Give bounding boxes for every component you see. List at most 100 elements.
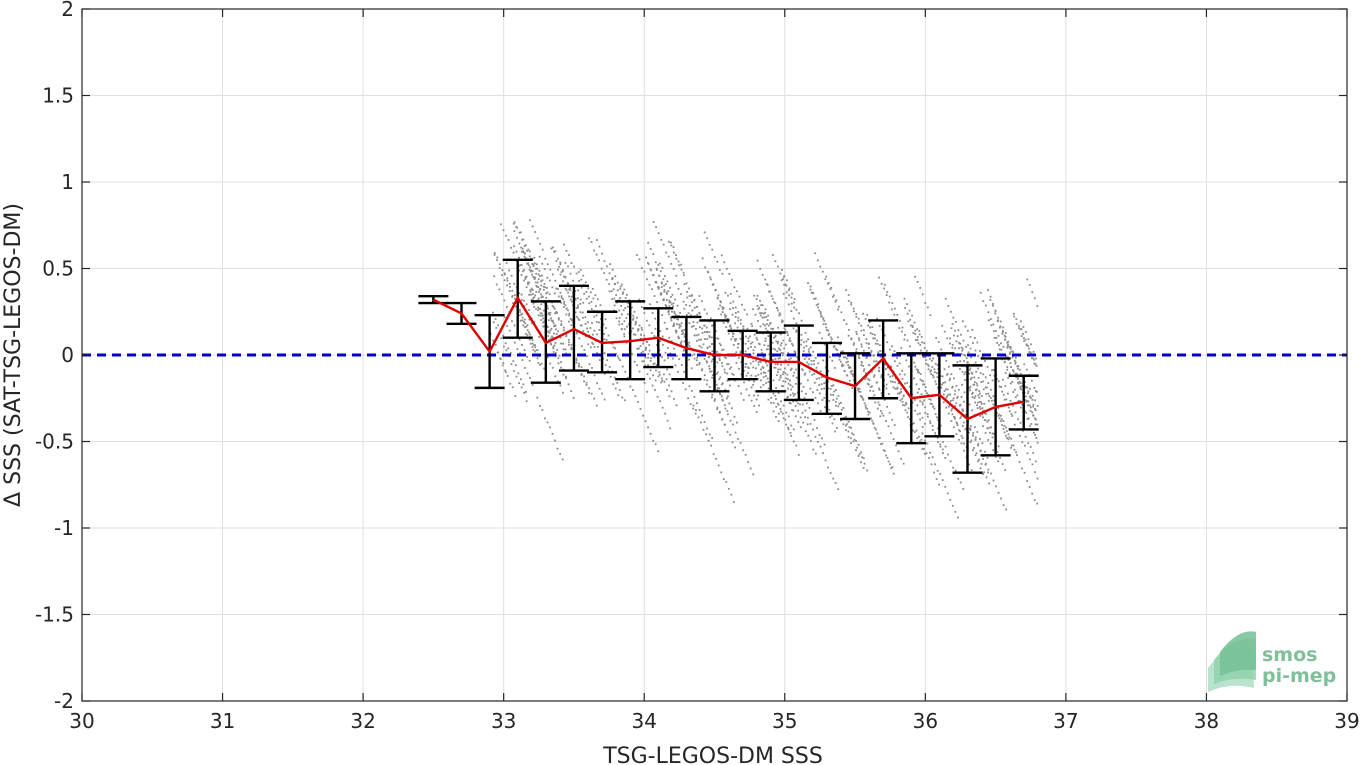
scatter-point — [997, 380, 1000, 383]
scatter-point — [923, 383, 926, 386]
scatter-point — [764, 324, 766, 327]
scatter-point — [747, 337, 750, 340]
scatter-point — [836, 336, 839, 339]
scatter-point — [850, 338, 853, 341]
scatter-point — [660, 286, 663, 289]
scatter-point — [914, 333, 917, 335]
scatter-point — [889, 463, 891, 466]
scatter-point — [562, 342, 564, 345]
scatter-point — [593, 374, 596, 377]
scatter-point — [982, 416, 984, 419]
scatter-point — [647, 263, 650, 265]
scatter-point — [654, 327, 657, 330]
scatter-point — [696, 402, 698, 405]
scatter-point — [902, 404, 904, 407]
scatter-point — [538, 307, 541, 310]
scatter-point — [1004, 335, 1007, 338]
scatter-point — [562, 373, 565, 376]
scatter-point — [721, 365, 724, 368]
scatter-point — [1007, 433, 1010, 436]
scatter-point — [1029, 395, 1031, 398]
scatter-point — [898, 392, 901, 395]
scatter-point — [660, 292, 663, 295]
scatter-point — [1019, 373, 1022, 375]
scatter-point — [978, 406, 981, 408]
scatter-point — [934, 362, 937, 365]
scatter-point — [1019, 320, 1022, 323]
scatter-point — [807, 282, 809, 284]
scatter-point — [524, 277, 527, 280]
scatter-point — [722, 478, 725, 481]
scatter-point — [668, 395, 671, 398]
scatter-point — [728, 325, 731, 328]
scatter-point — [724, 423, 726, 426]
scatter-point — [608, 283, 611, 286]
scatter-point — [1002, 329, 1004, 332]
scatter-point — [829, 393, 832, 396]
scatter-point — [814, 452, 817, 455]
scatter-point — [620, 304, 623, 307]
scatter-point — [1017, 367, 1019, 370]
x-tick-label: 32 — [350, 709, 375, 733]
scatter-point — [700, 346, 703, 349]
scatter-point — [542, 317, 544, 320]
scatter-point — [997, 460, 1000, 463]
scatter-point — [696, 356, 699, 359]
scatter-point — [521, 312, 524, 315]
scatter-point — [624, 297, 627, 299]
scatter-point — [675, 254, 677, 256]
scatter-point — [869, 389, 872, 392]
scatter-point — [964, 414, 967, 417]
scatter-point — [982, 388, 985, 391]
scatter-point — [820, 388, 823, 390]
scatter-point — [793, 371, 796, 374]
scatter-point — [711, 437, 714, 440]
scatter-point — [850, 442, 852, 444]
scatter-point — [555, 260, 558, 262]
scatter-point — [536, 349, 539, 352]
scatter-point — [867, 410, 870, 413]
scatter-point — [999, 325, 1002, 328]
scatter-point — [725, 326, 728, 329]
scatter-point — [979, 450, 982, 453]
scatter-point — [968, 463, 970, 466]
scatter-point — [515, 226, 518, 228]
scatter-point — [532, 349, 535, 352]
scatter-point — [1000, 414, 1002, 417]
scatter-point — [598, 329, 601, 331]
scatter-point — [535, 290, 538, 293]
scatter-point — [836, 349, 839, 352]
scatter-point — [520, 299, 523, 301]
scatter-point — [538, 269, 541, 272]
scatter-point — [911, 401, 914, 404]
scatter-point — [709, 317, 712, 320]
scatter-point — [889, 375, 892, 378]
scatter-point — [549, 329, 552, 332]
scatter-point — [531, 263, 534, 265]
scatter-point — [546, 286, 548, 289]
scatter-point — [1023, 363, 1026, 366]
scatter-point — [1019, 382, 1022, 385]
scatter-point — [1017, 325, 1020, 327]
scatter-point — [834, 348, 837, 350]
scatter-point — [510, 246, 512, 249]
scatter-point — [852, 344, 855, 346]
scatter-point — [762, 383, 765, 386]
scatter-point — [939, 424, 942, 427]
scatter-point — [669, 352, 672, 355]
scatter-point — [805, 340, 808, 343]
scatter-point — [688, 304, 691, 307]
scatter-point — [971, 372, 974, 375]
scatter-point — [533, 305, 536, 308]
scatter-point — [641, 267, 643, 269]
scatter-point — [692, 325, 695, 327]
scatter-point — [775, 387, 777, 390]
scatter-point — [972, 431, 975, 434]
scatter-point — [880, 392, 883, 395]
x-axis-label: TSG-LEGOS-DM SSS — [602, 744, 823, 765]
scatter-point — [583, 380, 585, 383]
scatter-point — [762, 367, 765, 369]
scatter-point — [921, 432, 924, 435]
scatter-point — [890, 308, 893, 311]
scatter-point — [777, 265, 779, 268]
